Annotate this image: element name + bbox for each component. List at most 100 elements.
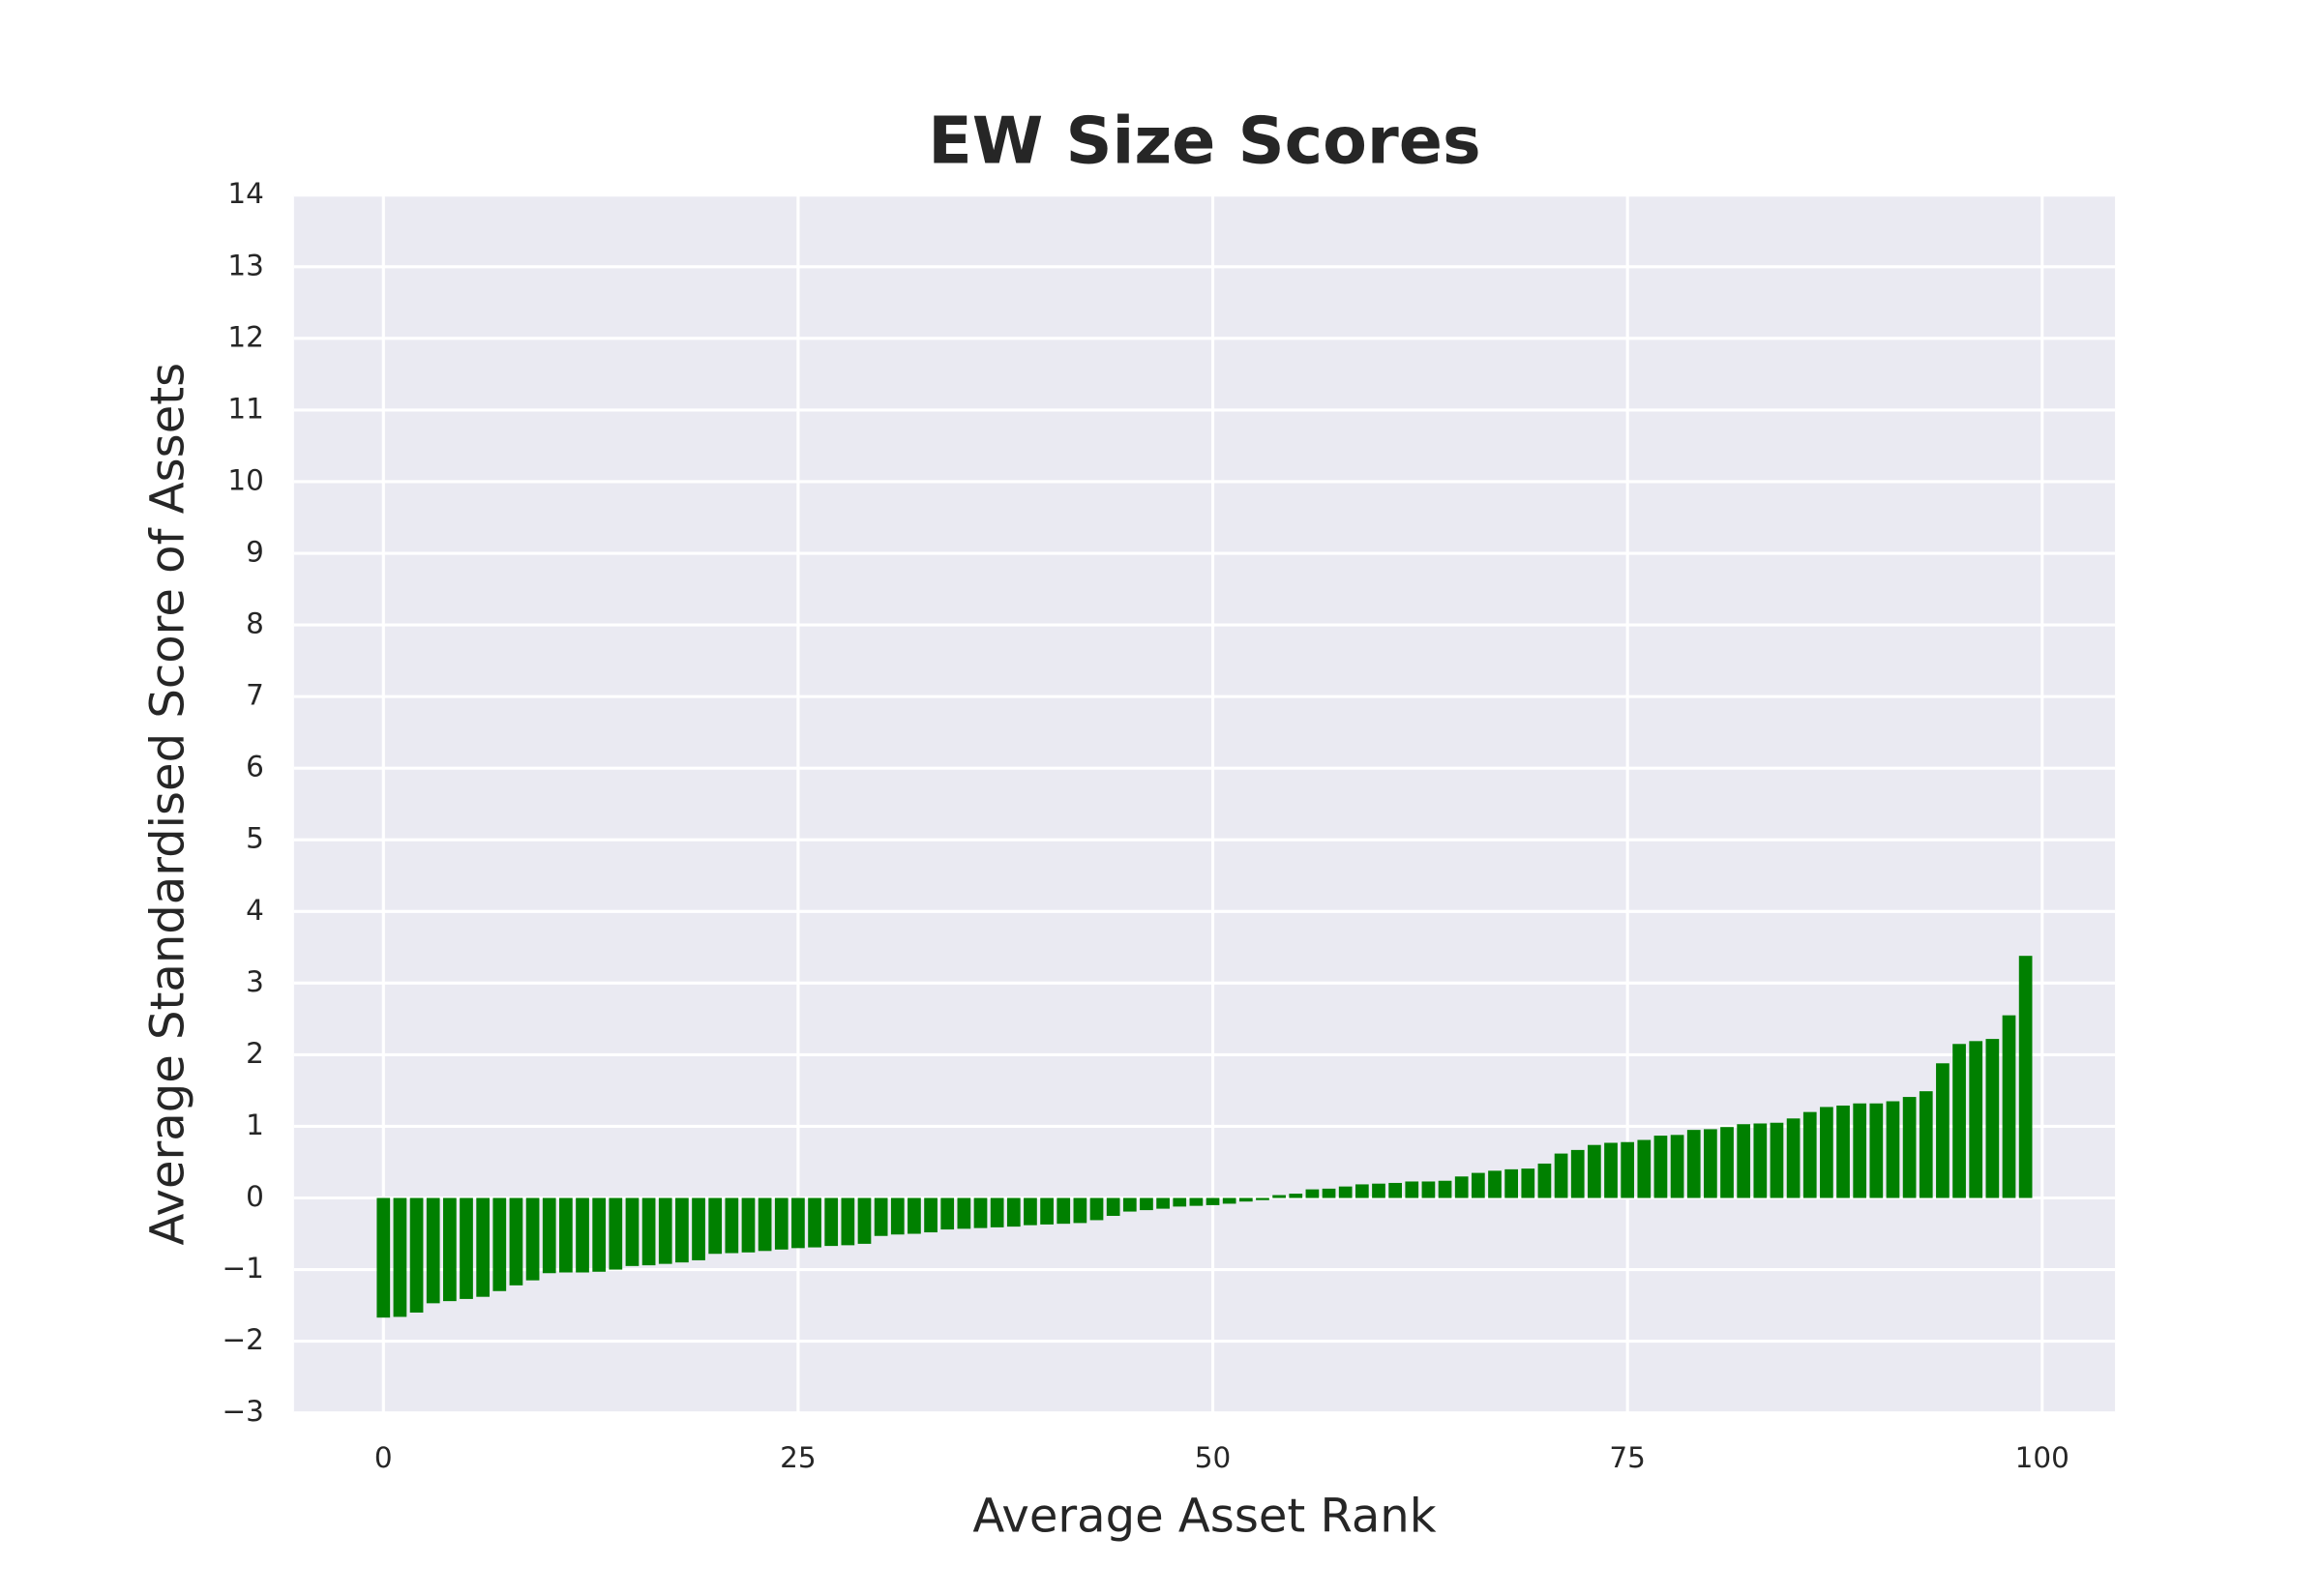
bar: [1653, 1136, 1668, 1198]
bar: [957, 1197, 971, 1229]
bar: [1554, 1153, 1568, 1198]
y-tick-label: 1: [246, 1108, 264, 1141]
bar: [1388, 1182, 1402, 1198]
bar: [1106, 1197, 1120, 1217]
y-tick-label: 5: [246, 822, 264, 855]
bar: [725, 1197, 739, 1254]
y-tick-label: 4: [246, 894, 264, 927]
bar: [625, 1197, 640, 1266]
y-tick-label: 12: [227, 320, 263, 353]
bar: [1504, 1168, 1519, 1198]
bar: [1089, 1197, 1104, 1221]
bar: [460, 1197, 473, 1299]
bar: [1621, 1141, 1635, 1198]
bar: [1488, 1170, 1502, 1198]
bar: [1720, 1127, 1734, 1198]
x-tick-label: 50: [1195, 1441, 1231, 1474]
bar: [1289, 1194, 1303, 1198]
bar: [476, 1197, 491, 1297]
bar: [824, 1197, 839, 1247]
bar: [841, 1197, 855, 1246]
bar: [1405, 1181, 1419, 1198]
bar: [1753, 1123, 1768, 1198]
bar: [1704, 1129, 1717, 1198]
bar: [1604, 1142, 1618, 1198]
bar: [641, 1197, 656, 1266]
x-axis-label: Average Asset Rank: [972, 1490, 1436, 1544]
bar: [874, 1197, 888, 1236]
y-axis-label: Average Standardised Score of Assets: [141, 363, 195, 1246]
bar: [559, 1197, 573, 1273]
bar: [1588, 1144, 1601, 1198]
bar: [1354, 1184, 1369, 1198]
bar: [1140, 1197, 1153, 1211]
bar: [741, 1197, 756, 1253]
bar: [1189, 1197, 1204, 1206]
bar: [576, 1197, 589, 1273]
bar: [426, 1197, 440, 1304]
bar: [376, 1197, 391, 1318]
bar: [592, 1197, 607, 1272]
bar: [1820, 1107, 1833, 1198]
bar: [908, 1197, 921, 1234]
bar: [1372, 1183, 1385, 1198]
bar: [1637, 1139, 1652, 1198]
y-tick-label: 10: [227, 463, 263, 496]
bar: [791, 1197, 805, 1249]
bar: [1471, 1172, 1485, 1198]
bar: [1985, 1039, 2000, 1198]
y-tick-label: 0: [246, 1180, 264, 1213]
bar: [1057, 1197, 1071, 1225]
y-tick-label: 2: [246, 1037, 264, 1070]
bar: [774, 1197, 789, 1250]
y-tick-label: 3: [246, 965, 264, 998]
y-tick-label: −2: [222, 1323, 263, 1356]
y-tick-label: 14: [227, 177, 263, 210]
bar: [1802, 1111, 1817, 1198]
bar: [890, 1197, 905, 1235]
bar: [1537, 1163, 1552, 1198]
bar: [1521, 1168, 1535, 1198]
y-tick-label: 8: [246, 607, 264, 640]
bar: [658, 1197, 672, 1264]
bar: [758, 1197, 772, 1252]
y-tick-label: 13: [227, 249, 263, 281]
bar: [2002, 1015, 2016, 1198]
y-tick-label: 6: [246, 751, 264, 783]
bar: [1322, 1188, 1336, 1198]
bar: [1570, 1149, 1585, 1198]
bar: [1173, 1197, 1187, 1207]
bar: [1686, 1130, 1701, 1198]
bar: [708, 1197, 723, 1255]
bar: [857, 1197, 872, 1244]
bar: [1454, 1176, 1469, 1198]
bar: [1040, 1197, 1054, 1225]
bar: [973, 1197, 988, 1228]
bar: [492, 1197, 507, 1291]
bar: [1305, 1189, 1320, 1198]
bar: [1786, 1118, 1801, 1198]
bar: [1024, 1197, 1037, 1226]
bar: [1902, 1097, 1917, 1198]
bar: [1006, 1197, 1021, 1227]
bar: [2018, 956, 2033, 1198]
bar: [1919, 1091, 1933, 1198]
bar: [1206, 1197, 1220, 1205]
bar: [1238, 1197, 1253, 1202]
bar: [1853, 1103, 1867, 1198]
bar: [509, 1197, 523, 1286]
bar: [1256, 1197, 1269, 1200]
x-tick-label: 0: [374, 1441, 393, 1474]
bar: [1438, 1180, 1452, 1198]
bar: [525, 1197, 540, 1281]
bar: [443, 1197, 457, 1302]
bar: [1936, 1063, 1950, 1198]
bar: [409, 1197, 424, 1313]
x-tick-label: 100: [2015, 1441, 2069, 1474]
bar: [609, 1197, 623, 1270]
bar: [1421, 1181, 1436, 1198]
bar: [1073, 1197, 1087, 1224]
bar: [1869, 1103, 1884, 1198]
bar: [1272, 1195, 1286, 1198]
